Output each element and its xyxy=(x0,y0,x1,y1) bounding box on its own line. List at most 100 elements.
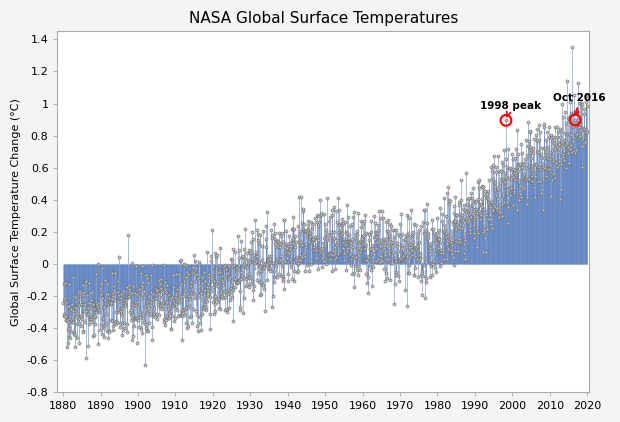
Point xyxy=(575,121,585,128)
Point xyxy=(331,208,341,214)
Point xyxy=(72,335,82,341)
Point xyxy=(482,225,492,232)
Point xyxy=(213,252,223,258)
Point xyxy=(156,300,166,306)
Point xyxy=(555,196,565,203)
Point xyxy=(279,286,289,293)
Point xyxy=(432,230,441,236)
Point xyxy=(460,236,470,243)
Point xyxy=(562,139,572,146)
Point xyxy=(563,144,573,151)
Point xyxy=(580,138,590,145)
Point xyxy=(86,304,96,311)
Point xyxy=(342,248,352,254)
Point xyxy=(105,317,115,324)
Point xyxy=(388,260,397,267)
Point xyxy=(443,233,453,239)
Point xyxy=(194,287,204,294)
Point xyxy=(369,251,379,257)
Point xyxy=(476,211,485,218)
Point xyxy=(407,247,417,254)
Point xyxy=(557,142,567,149)
Point xyxy=(217,277,227,284)
Point xyxy=(548,133,558,140)
Point xyxy=(449,209,459,216)
Point xyxy=(267,235,277,241)
Point xyxy=(219,264,229,271)
Point xyxy=(532,179,542,185)
Point xyxy=(347,236,357,243)
Point xyxy=(221,288,231,295)
Point xyxy=(122,328,132,335)
Point xyxy=(264,259,274,266)
Point xyxy=(328,248,338,254)
Point xyxy=(538,207,548,214)
Point xyxy=(241,262,250,269)
Point xyxy=(497,168,507,175)
Point xyxy=(478,228,488,235)
Point xyxy=(577,135,587,142)
Point xyxy=(559,137,569,143)
Point xyxy=(290,256,299,262)
Point xyxy=(138,315,148,322)
Point xyxy=(485,211,495,218)
Point xyxy=(236,275,246,282)
Point xyxy=(413,229,423,236)
Point xyxy=(425,260,435,266)
Point xyxy=(238,253,248,260)
Point xyxy=(73,316,82,323)
Point xyxy=(407,206,417,213)
Point xyxy=(112,320,122,327)
Point xyxy=(533,164,543,170)
Point xyxy=(210,301,220,308)
Point xyxy=(448,242,458,249)
Point xyxy=(525,127,535,134)
Point xyxy=(115,323,125,330)
Point xyxy=(163,315,173,322)
Point xyxy=(197,290,206,297)
Point xyxy=(389,255,399,262)
Point xyxy=(64,334,74,341)
Point xyxy=(296,193,306,200)
Point xyxy=(270,240,280,246)
Point xyxy=(434,236,444,243)
Point xyxy=(97,323,107,330)
Point xyxy=(92,341,102,348)
Point xyxy=(386,238,396,245)
Point xyxy=(193,260,203,267)
Point xyxy=(214,295,224,302)
Point xyxy=(227,293,237,300)
Point xyxy=(466,190,476,197)
Point xyxy=(308,220,318,227)
Point xyxy=(155,280,165,287)
Point xyxy=(160,322,170,329)
Point xyxy=(285,246,294,252)
Point xyxy=(444,238,454,245)
Point xyxy=(489,180,498,187)
Point xyxy=(81,355,91,362)
Point xyxy=(394,258,404,265)
Point xyxy=(217,293,227,300)
Point xyxy=(327,211,337,218)
Point xyxy=(168,272,178,279)
Point xyxy=(89,310,99,317)
Title: NASA Global Surface Temperatures: NASA Global Surface Temperatures xyxy=(188,11,458,26)
Point xyxy=(512,164,522,171)
Point xyxy=(179,278,189,284)
Point xyxy=(179,289,188,296)
Point xyxy=(190,258,200,265)
Point xyxy=(373,256,383,263)
Point xyxy=(445,232,455,238)
Point xyxy=(68,319,78,326)
Point xyxy=(521,151,531,158)
Point xyxy=(535,166,545,173)
Point xyxy=(220,262,230,269)
Point xyxy=(536,189,546,196)
Point xyxy=(132,340,142,346)
Point xyxy=(570,130,580,136)
Point xyxy=(533,149,542,156)
Point xyxy=(127,260,137,267)
Point xyxy=(151,286,161,292)
Point xyxy=(548,157,558,164)
Point xyxy=(184,302,194,308)
